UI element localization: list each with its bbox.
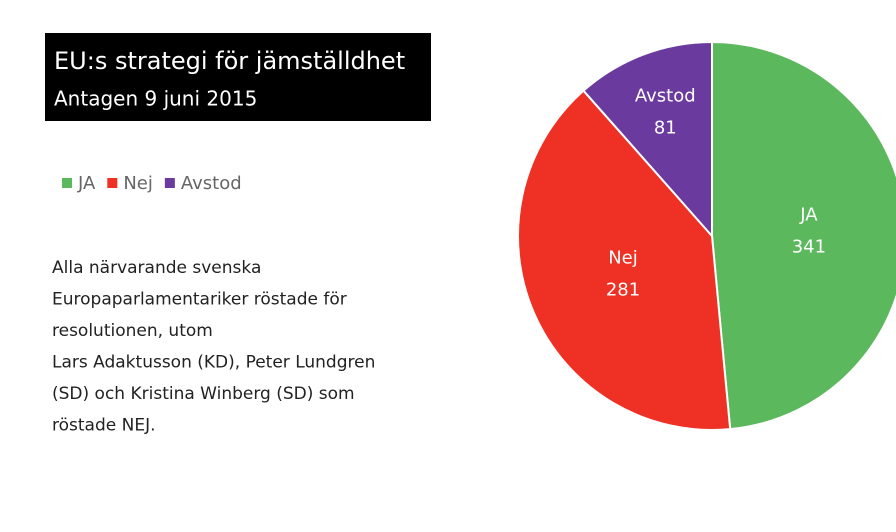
annotation-line: röstade NEJ. — [52, 416, 156, 436]
annotation-line: resolutionen, utom — [52, 321, 213, 341]
legend-label: Avstod — [181, 173, 242, 194]
slice-value: 81 — [654, 118, 677, 139]
slice-label: Avstod — [635, 86, 696, 107]
slice-label: Nej — [608, 248, 638, 269]
legend: JA Nej Avstod — [62, 173, 242, 194]
title-box — [45, 33, 431, 121]
legend-label: JA — [77, 173, 96, 194]
slice-label: JA — [799, 204, 818, 225]
legend-swatch — [62, 178, 72, 188]
annotation-line: Alla närvarande svenska — [52, 258, 261, 278]
pie-slice — [711, 40, 896, 431]
annotation-line: Europaparlamentariker röstade för — [52, 290, 347, 310]
legend-label: Nej — [123, 173, 153, 194]
pie: JA 341 Nej 281 Avstod 81 — [517, 40, 896, 431]
slice-value: 341 — [792, 236, 826, 257]
legend-swatch — [107, 178, 118, 188]
annotation-line: (SD) och Kristina Winberg (SD) som — [52, 384, 355, 404]
slice-value: 281 — [606, 280, 640, 301]
annotation-line: Lars Adaktusson (KD), Peter Lundgren — [52, 353, 375, 373]
legend-swatch — [164, 178, 175, 188]
pie-slice — [582, 40, 713, 239]
chart-subtitle: Antagen 9 juni 2015 — [54, 87, 257, 111]
pie-slice — [517, 89, 732, 431]
chart-title: EU:s strategi för jämställdhet — [54, 47, 405, 75]
annotation: Alla närvarande svenska Europaparlamentar… — [52, 258, 375, 436]
